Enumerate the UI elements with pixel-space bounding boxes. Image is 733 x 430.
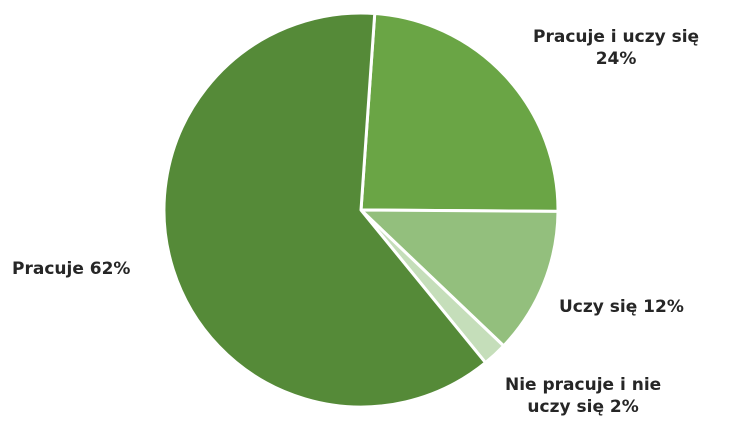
pie-slice-uczy-się <box>359 208 560 348</box>
pie-slice-pracuje <box>162 11 488 409</box>
data-label-line: Pracuje i uczy się <box>533 27 700 47</box>
data-label-line: Nie pracuje i nie <box>505 375 662 395</box>
data-label-line: Pracuje 62% <box>12 259 131 279</box>
data-label-pracuje-i-uczy-sie: Pracuje i uczy się 24% <box>533 26 699 70</box>
data-label-line: uczy się 2% <box>527 397 639 418</box>
data-label-line: Uczy się 12% <box>559 297 684 317</box>
data-label-line: 24% <box>595 49 637 70</box>
pie-slice-pracuje-i-uczy-się <box>359 11 560 213</box>
data-label-pracuje: Pracuje 62% <box>12 258 130 280</box>
data-label-nie-pracuje-i-nie-uczy-sie: Nie pracuje i nie uczy się 2% <box>505 374 661 418</box>
data-label-uczy-sie: Uczy się 12% <box>559 296 684 318</box>
